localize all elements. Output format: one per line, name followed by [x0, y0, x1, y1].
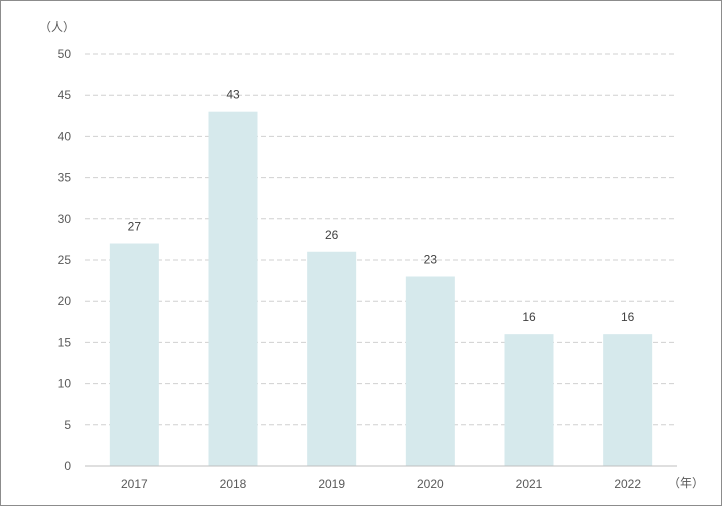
data-label: 27	[128, 220, 142, 234]
x-tick-labels: 2017 2018 2019 2020 2021 2022	[121, 477, 641, 491]
bar	[109, 243, 159, 466]
bars	[109, 111, 653, 467]
x-tick-label: 2018	[220, 477, 247, 491]
y-tick-label: 10	[58, 377, 72, 391]
y-tick-label: 15	[58, 335, 72, 349]
data-label: 16	[522, 310, 536, 324]
y-tick-label: 0	[64, 459, 71, 473]
x-tick-label: 2022	[614, 477, 641, 491]
x-tick-label: 2020	[417, 477, 444, 491]
data-label: 23	[424, 252, 438, 266]
y-tick-label: 40	[58, 129, 72, 143]
bar	[405, 276, 455, 466]
data-label: 26	[325, 228, 339, 242]
y-tick-labels: 0 5 10 15 20 25 30 35 40 45 50	[58, 47, 72, 473]
grid-lines	[85, 53, 677, 426]
x-tick-label: 2021	[516, 477, 543, 491]
data-label: 16	[621, 310, 635, 324]
x-axis-unit-label: （年）	[668, 476, 704, 490]
bar	[603, 334, 653, 466]
y-tick-label: 45	[58, 88, 72, 102]
x-tick-label: 2017	[121, 477, 148, 491]
data-labels: 27 43 26 23 16 16	[128, 88, 635, 324]
data-label: 43	[226, 88, 240, 102]
bar	[504, 334, 554, 466]
y-tick-label: 50	[58, 47, 72, 61]
y-tick-label: 35	[58, 171, 72, 185]
bar	[307, 251, 357, 466]
x-tick-label: 2019	[318, 477, 345, 491]
y-tick-label: 20	[58, 294, 72, 308]
y-tick-label: 5	[64, 418, 71, 432]
bar	[208, 111, 258, 467]
y-tick-label: 30	[58, 212, 72, 226]
y-axis-unit-label: （人）	[39, 20, 75, 34]
y-tick-label: 25	[58, 253, 72, 267]
